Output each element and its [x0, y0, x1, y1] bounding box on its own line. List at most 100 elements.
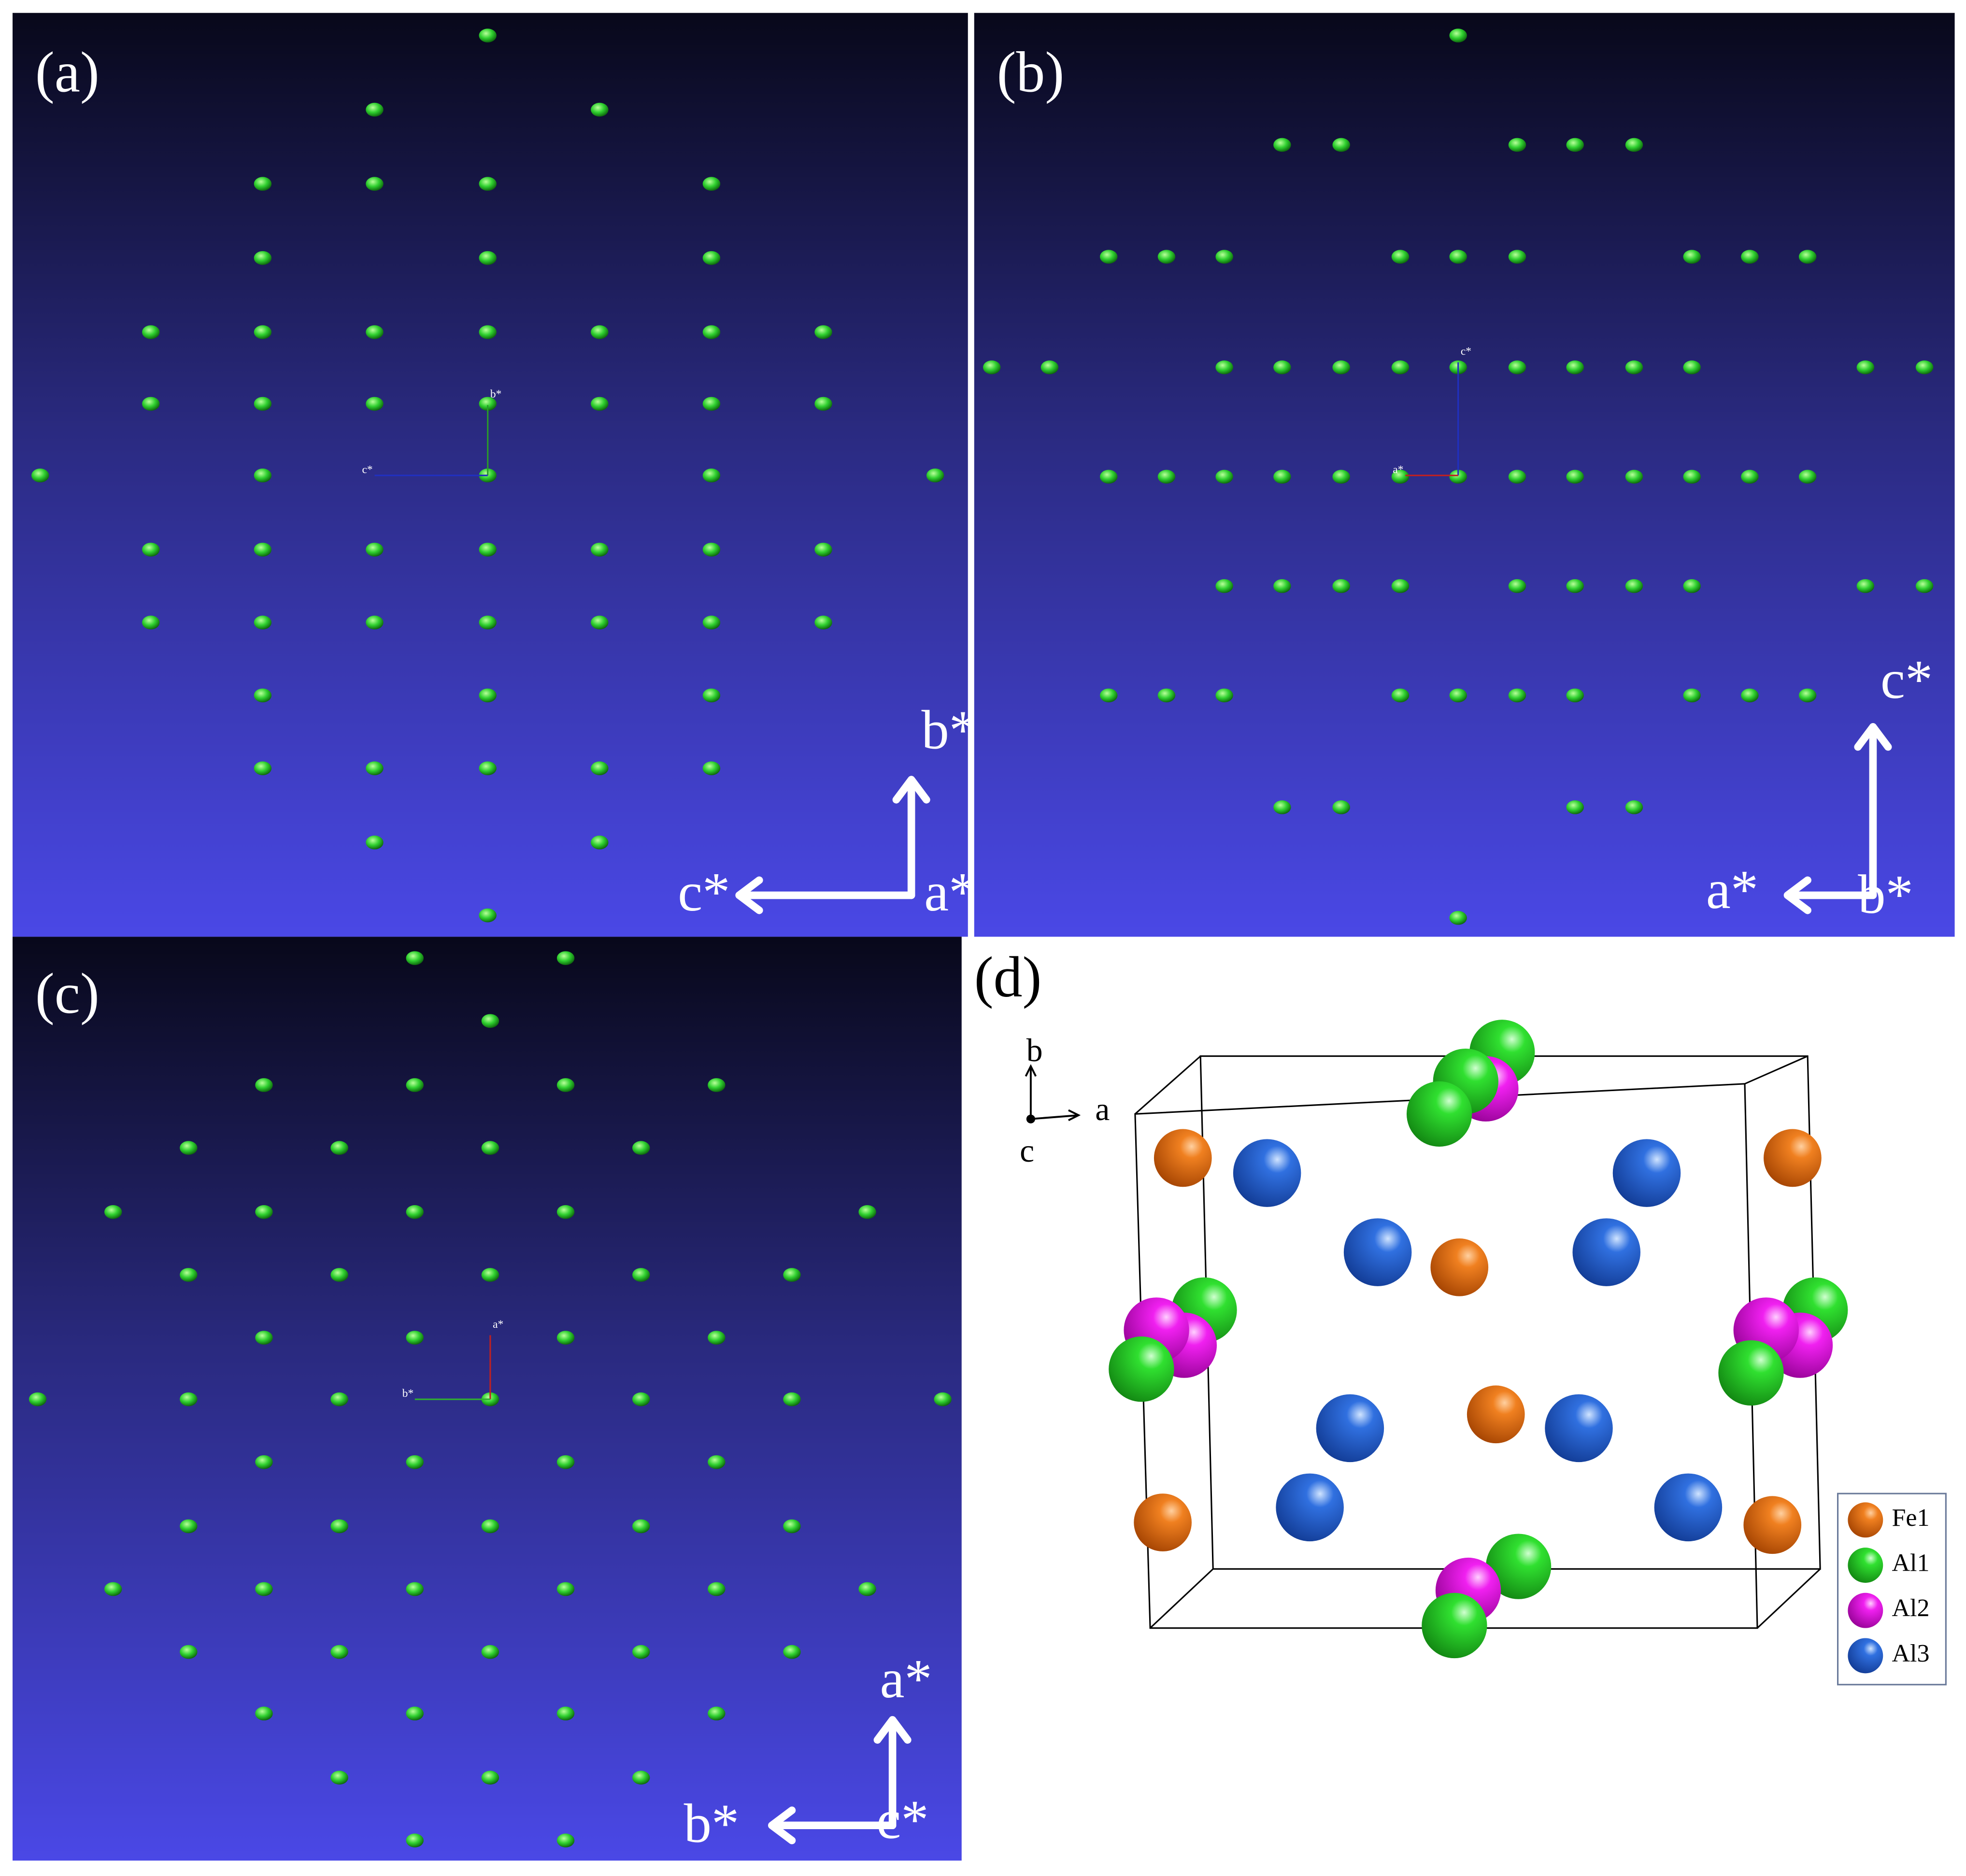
- axis-label: b*: [684, 1792, 740, 1854]
- lattice-spot: [366, 761, 384, 776]
- view-axis-label: c*: [1461, 345, 1471, 358]
- lattice-spot: [1391, 250, 1410, 264]
- lattice-spot: [104, 1205, 122, 1219]
- legend-label: Al1: [1892, 1549, 1929, 1577]
- legend-swatch: [1848, 1592, 1883, 1628]
- lattice-spot: [1157, 688, 1176, 703]
- lattice-spot: [366, 325, 384, 340]
- lattice-spot: [702, 469, 721, 483]
- lattice-spot: [556, 1582, 575, 1596]
- lattice-spot: [702, 542, 721, 557]
- lattice-spot: [479, 761, 497, 776]
- lattice-spot: [479, 688, 497, 703]
- lattice-spot: [1625, 800, 1643, 814]
- lattice-spot: [366, 615, 384, 630]
- lattice-spot: [556, 1833, 575, 1848]
- lattice-spot: [1508, 360, 1526, 374]
- lattice-spot: [142, 615, 160, 630]
- lattice-spot: [591, 325, 609, 340]
- lattice-spot: [1915, 579, 1934, 593]
- lattice-spot: [481, 1014, 499, 1028]
- lattice-spot: [1273, 800, 1291, 814]
- crystal-axis-label: c: [1020, 1133, 1034, 1169]
- lattice-spot: [1566, 688, 1584, 703]
- lattice-spot: [1391, 469, 1410, 484]
- unit-cell: [1134, 1055, 1821, 1629]
- lattice-spot: [1683, 469, 1701, 484]
- crystal-axis-label: a: [1095, 1091, 1110, 1127]
- lattice-spot: [330, 1645, 348, 1659]
- lattice-spot: [1683, 250, 1701, 264]
- lattice-spot: [1157, 469, 1176, 484]
- lattice-spot: [1508, 579, 1526, 593]
- atom: [1718, 1340, 1784, 1406]
- lattice-spot: [479, 325, 497, 340]
- lattice-spot: [1449, 688, 1467, 703]
- lattice-spot: [180, 1268, 198, 1282]
- lattice-spot: [330, 1771, 348, 1785]
- lattice-spot: [1215, 469, 1233, 484]
- lattice-spot: [1798, 469, 1817, 484]
- atom: [1406, 1081, 1472, 1147]
- atom: [1743, 1496, 1802, 1554]
- lattice-spot: [254, 325, 272, 340]
- crystal-axis: [1025, 1064, 1081, 1122]
- lattice-spot: [858, 1205, 876, 1219]
- lattice-spot: [1449, 469, 1467, 484]
- legend-label: Al2: [1892, 1594, 1929, 1622]
- legend-swatch: [1848, 1548, 1883, 1583]
- lattice-spot: [142, 397, 160, 411]
- axis-label: a*: [924, 861, 976, 923]
- lattice-spot: [1391, 688, 1410, 703]
- lattice-spot: [1741, 688, 1759, 703]
- axis-arrow: [1854, 723, 1892, 899]
- lattice-spot: [1683, 688, 1701, 703]
- lattice-spot: [1798, 688, 1817, 703]
- atom: [1545, 1394, 1613, 1463]
- lattice-spot: [1273, 360, 1291, 374]
- panel-label: (a): [35, 40, 100, 104]
- atom: [1430, 1238, 1489, 1296]
- lattice-spot: [1741, 469, 1759, 484]
- lattice-spot: [180, 1392, 198, 1407]
- legend: Fe1 Al1 Al2 Al3: [1837, 1492, 1947, 1686]
- atom: [1764, 1129, 1822, 1187]
- lattice-spot: [1215, 688, 1233, 703]
- lattice-spot: [255, 1331, 273, 1345]
- atom: [1422, 1592, 1487, 1659]
- lattice-spot: [1273, 469, 1291, 484]
- lattice-spot: [1391, 360, 1410, 374]
- atom: [1343, 1218, 1412, 1286]
- lattice-spot: [702, 761, 721, 776]
- lattice-spot: [702, 688, 721, 703]
- atom: [1485, 1534, 1552, 1599]
- panel-label: (c): [35, 961, 100, 1025]
- atom: [1654, 1473, 1723, 1542]
- lattice-spot: [632, 1771, 650, 1785]
- lattice-spot: [1508, 138, 1526, 152]
- lattice-spot: [1100, 688, 1118, 703]
- lattice-spot: [591, 102, 609, 117]
- panel-label: (d): [974, 945, 1042, 1009]
- axis-label: c*: [876, 1789, 928, 1850]
- lattice-spot: [1625, 579, 1643, 593]
- lattice-spot: [1566, 579, 1584, 593]
- lattice-spot: [1915, 360, 1934, 374]
- lattice-spot: [591, 761, 609, 776]
- lattice-spot: [366, 102, 384, 117]
- lattice-spot: [1449, 911, 1467, 925]
- lattice-spot: [1215, 250, 1233, 264]
- panel-label: (b): [997, 40, 1065, 104]
- lattice-spot: [708, 1455, 726, 1469]
- lattice-spot: [406, 1205, 424, 1219]
- lattice-spot: [1625, 138, 1643, 152]
- lattice-spot: [556, 1078, 575, 1092]
- lattice-spot: [254, 469, 272, 483]
- lattice-spot: [1040, 360, 1059, 374]
- crystal-axis-origin: [1026, 1114, 1035, 1123]
- lattice-spot: [1157, 250, 1176, 264]
- lattice-spot: [406, 1078, 424, 1092]
- lattice-spot: [481, 1141, 499, 1155]
